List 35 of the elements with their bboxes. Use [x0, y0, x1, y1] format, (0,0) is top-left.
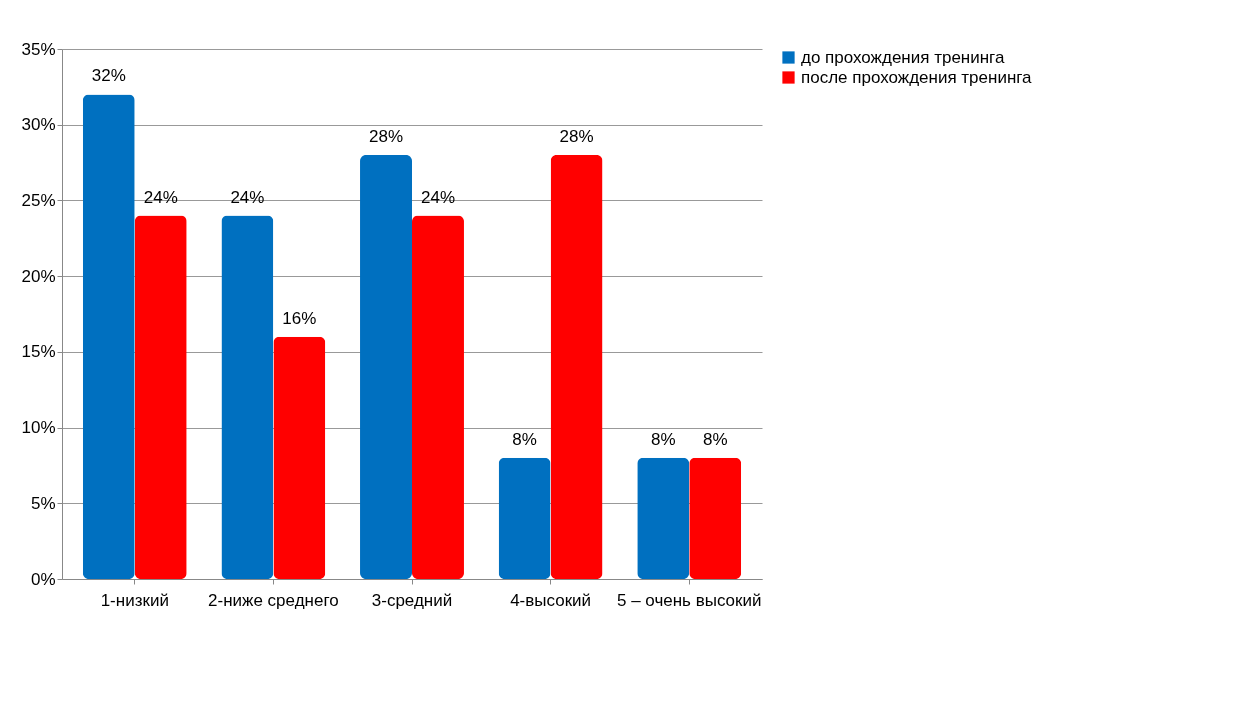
x-tick-label: 1-низкий	[100, 590, 169, 610]
data-label: 16%	[282, 308, 317, 328]
x-tick-label: 2-ниже среднего	[208, 590, 339, 610]
bar	[221, 215, 274, 579]
bar	[498, 457, 551, 579]
bar	[82, 94, 135, 579]
bar	[273, 336, 326, 579]
bar	[134, 215, 187, 579]
data-label: 24%	[230, 187, 265, 207]
y-tick-label: 15%	[21, 342, 56, 362]
y-tick-label: 20%	[21, 266, 56, 286]
data-label: 24%	[143, 187, 178, 207]
x-tick-label: 3-средний	[371, 590, 453, 610]
data-label: 8%	[702, 429, 728, 449]
y-tick-label: 30%	[21, 115, 56, 135]
y-tick-label: 5%	[30, 493, 56, 513]
y-tick-label: 0%	[30, 569, 56, 589]
y-tick-label: 10%	[21, 418, 56, 438]
bar	[637, 457, 690, 579]
data-label: 28%	[559, 127, 594, 146]
bar	[689, 457, 742, 579]
data-label: 32%	[91, 66, 126, 86]
y-tick-label: 25%	[21, 190, 56, 210]
y-tick-label: 35%	[21, 39, 56, 59]
bar	[360, 155, 412, 579]
x-tick-label: 5 – очень высокий	[616, 590, 762, 610]
legend-label: до прохождения тренинга	[801, 47, 1005, 67]
legend-label: после прохождения тренинга	[801, 67, 1033, 87]
x-tick-label: 4-высокий	[510, 590, 592, 610]
data-label: 24%	[420, 187, 456, 207]
data-label: 28%	[368, 127, 404, 146]
bar	[550, 155, 603, 579]
bar	[412, 215, 464, 579]
data-label: 8%	[512, 429, 537, 449]
data-label: 8%	[650, 429, 676, 449]
